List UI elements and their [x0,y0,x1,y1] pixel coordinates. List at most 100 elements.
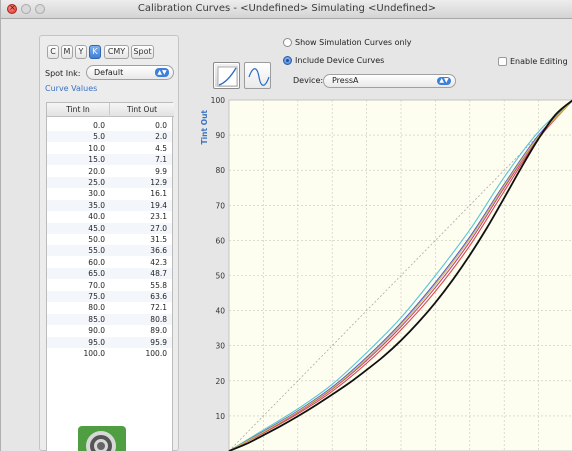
tint-in-cell: 25.0 [88,178,105,187]
title-bar[interactable]: × Calibration Curves - <Undefined> Simul… [1,0,572,19]
spot-ink-select[interactable]: Default ▲▼ [86,65,174,80]
curve-icon [217,66,238,87]
curve-values-table: Tint In Tint Out 0.0 0.0 5.0 2.0 10.0 4.5 15.0… [46,102,174,451]
tint-out-cell: 7.1 [155,155,167,165]
table-row[interactable]: 80.0 72.1 [47,302,172,313]
window-title: Calibration Curves - <Undefined> Simulat… [137,3,437,14]
tint-out-cell: 63.6 [150,292,167,301]
left-panel: C M Y K CMY Spot Spot Ink: Default ▲▼ Curve V… [39,35,179,451]
y-tick-label: 70 [215,201,225,210]
table-row[interactable]: 0.0 0.0 [47,120,172,131]
wave-mode-button[interactable] [244,62,271,89]
tint-in-cell: 65.0 [88,269,105,279]
reference-diagonal [228,100,572,451]
tint-in-cell: 40.0 [88,212,105,222]
y-tick-label: 30 [215,342,225,351]
channel-button-y[interactable]: Y [75,45,87,59]
table-row[interactable]: 100.0 100.0 [47,348,172,359]
y-tick-label: 80 [215,166,225,175]
table-row[interactable]: 75.0 63.6 [47,291,172,302]
channel-button-k[interactable]: K [89,45,101,59]
tint-out-cell: 9.9 [155,166,167,176]
y-tick-label: 100 [211,96,226,105]
table-row[interactable]: 85.0 80.8 [47,313,172,325]
table-row[interactable]: 50.0 31.5 [47,234,172,245]
tint-in-cell: 20.0 [88,166,105,176]
table-row[interactable]: 5.0 2.0 [47,131,172,143]
channel-button-c[interactable]: C [47,45,59,59]
y-tick-label: 50 [215,272,225,281]
y-tick-label: 90 [215,131,225,140]
curve-series-line [228,100,572,451]
tint-out-cell: 55.8 [150,280,167,290]
table-row[interactable]: 60.0 42.3 [47,257,172,268]
tint-in-cell: 0.0 [93,121,105,130]
tint-in-cell: 90.0 [88,326,105,336]
tint-out-cell: 36.6 [150,246,167,256]
channel-button-cmy[interactable]: CMY [104,45,129,59]
tint-in-cell: 75.0 [88,292,105,301]
minimize-window-button[interactable] [21,4,31,14]
tint-in-cell: 80.0 [88,303,105,313]
spot-ink-label: Spot Ink: [45,69,81,78]
device-value: PressA [332,76,359,85]
tint-out-cell: 72.1 [150,303,167,313]
table-row[interactable]: 70.0 55.8 [47,280,172,291]
curve-series-line [228,99,572,451]
wave-icon [248,68,270,86]
curve-mode-button[interactable] [213,62,240,89]
app-preview-icon[interactable] [78,426,126,451]
include-device-radio[interactable] [283,56,292,65]
enable-editing-label: Enable Editing [510,57,568,66]
tint-out-cell: 80.8 [150,314,167,324]
table-row[interactable]: 15.0 7.1 [47,154,172,166]
tint-in-cell: 70.0 [88,280,105,290]
table-row[interactable]: 90.0 89.0 [47,325,172,336]
table-row[interactable]: 95.0 95.9 [47,336,172,348]
table-row[interactable]: 10.0 4.5 [47,143,172,154]
device-label: Device: [293,76,324,85]
close-window-button[interactable]: × [7,3,17,14]
tint-out-cell: 23.1 [150,212,167,222]
y-tick-label: 10 [215,412,225,421]
table-row[interactable]: 45.0 27.0 [47,222,172,234]
device-select[interactable]: PressA ▲▼ [323,74,456,88]
column-header-tint-in[interactable]: Tint In [47,103,110,115]
inner-ring-icon [94,439,108,451]
show-simulation-radio[interactable] [283,38,292,47]
y-axis-label: Tint Out [200,110,209,145]
channel-button-m[interactable]: M [61,45,73,59]
table-row[interactable]: 25.0 12.9 [47,177,172,188]
tint-in-cell: 45.0 [88,223,105,233]
include-device-label: Include Device Curves [295,56,385,65]
close-x-icon: × [9,3,16,12]
table-row[interactable]: 30.0 16.1 [47,188,172,199]
table-header: Tint In Tint Out [47,103,174,117]
tint-in-cell: 30.0 [88,189,105,199]
y-tick-label: 60 [215,236,225,245]
tint-out-cell: 12.9 [150,178,167,187]
tint-in-cell: 5.0 [93,132,105,142]
tint-in-cell: 100.0 [83,349,105,358]
table-row[interactable]: 40.0 23.1 [47,211,172,222]
channel-button-spot[interactable]: Spot [131,45,154,59]
enable-editing-checkbox[interactable] [498,57,507,66]
tint-in-cell: 95.0 [88,337,105,347]
show-simulation-label: Show Simulation Curves only [295,38,412,47]
table-row[interactable]: 35.0 19.4 [47,199,172,211]
tint-in-cell: 55.0 [88,246,105,256]
curve-values-label: Curve Values [45,84,98,93]
tint-out-cell: 48.7 [150,269,167,279]
table-row[interactable]: 55.0 36.6 [47,245,172,257]
table-row[interactable]: 65.0 48.7 [47,268,172,280]
zoom-window-button[interactable] [35,4,45,14]
table-row[interactable]: 20.0 9.9 [47,166,172,177]
tint-out-cell: 19.4 [150,200,167,210]
curve-series-line [228,100,572,451]
curve-series-line [228,100,572,451]
column-header-tint-out[interactable]: Tint Out [126,105,158,114]
chevron-down-icon: ▲▼ [437,77,451,85]
tint-in-cell: 60.0 [88,257,105,267]
